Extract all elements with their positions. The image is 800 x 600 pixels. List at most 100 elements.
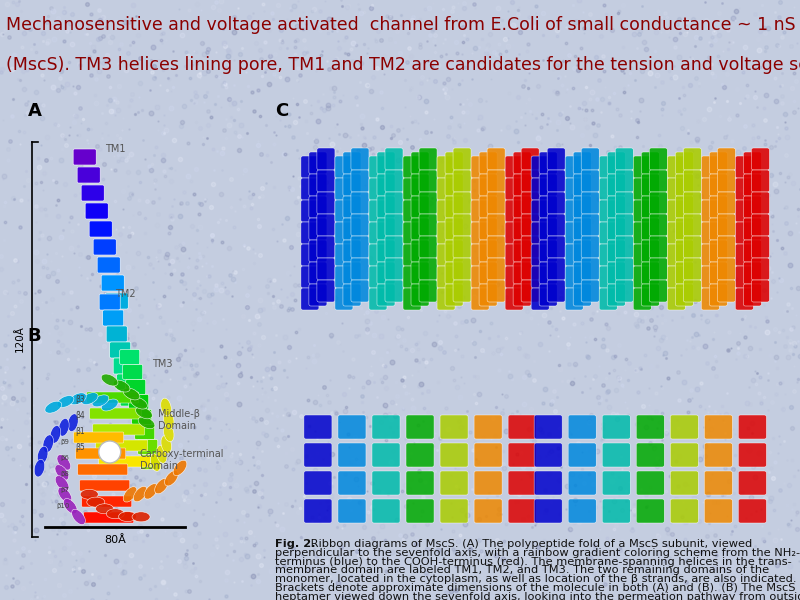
FancyBboxPatch shape <box>599 288 618 310</box>
Ellipse shape <box>55 465 69 480</box>
FancyBboxPatch shape <box>534 471 562 495</box>
FancyBboxPatch shape <box>309 262 327 284</box>
Text: Carboxy-terminal
Domain: Carboxy-terminal Domain <box>140 449 224 470</box>
FancyBboxPatch shape <box>335 222 353 244</box>
FancyBboxPatch shape <box>667 288 686 310</box>
FancyBboxPatch shape <box>445 152 463 174</box>
FancyBboxPatch shape <box>607 152 626 174</box>
FancyBboxPatch shape <box>650 148 667 170</box>
FancyBboxPatch shape <box>615 148 634 170</box>
FancyBboxPatch shape <box>636 471 664 495</box>
FancyBboxPatch shape <box>453 258 471 280</box>
FancyBboxPatch shape <box>738 415 766 439</box>
FancyBboxPatch shape <box>479 284 497 306</box>
FancyBboxPatch shape <box>568 443 596 467</box>
FancyBboxPatch shape <box>599 156 618 178</box>
Text: β5: β5 <box>75 443 85 451</box>
FancyBboxPatch shape <box>317 280 335 302</box>
FancyBboxPatch shape <box>338 415 366 439</box>
FancyBboxPatch shape <box>377 196 395 218</box>
FancyBboxPatch shape <box>301 156 319 178</box>
FancyBboxPatch shape <box>437 178 455 200</box>
FancyBboxPatch shape <box>704 443 732 467</box>
Text: Brackets denote approximate dimensions of the molecule in both (A) and (B). (B) : Brackets denote approximate dimensions o… <box>275 583 795 593</box>
FancyBboxPatch shape <box>304 443 332 467</box>
FancyBboxPatch shape <box>642 174 659 196</box>
FancyBboxPatch shape <box>615 236 634 258</box>
Ellipse shape <box>173 460 187 476</box>
FancyBboxPatch shape <box>650 192 667 214</box>
FancyBboxPatch shape <box>343 240 361 262</box>
FancyBboxPatch shape <box>309 152 327 174</box>
Ellipse shape <box>157 446 167 463</box>
FancyBboxPatch shape <box>437 266 455 288</box>
FancyBboxPatch shape <box>650 258 667 280</box>
FancyBboxPatch shape <box>565 200 583 222</box>
FancyBboxPatch shape <box>437 156 455 178</box>
FancyBboxPatch shape <box>702 288 719 310</box>
FancyBboxPatch shape <box>106 326 127 342</box>
FancyBboxPatch shape <box>81 185 104 201</box>
Text: Ribbon diagrams of MscS. (A) The polypeptide fold of a MscS subunit, viewed: Ribbon diagrams of MscS. (A) The polypep… <box>307 539 752 549</box>
Text: β8: β8 <box>61 471 70 477</box>
FancyBboxPatch shape <box>667 200 686 222</box>
FancyBboxPatch shape <box>581 148 599 170</box>
FancyBboxPatch shape <box>335 178 353 200</box>
FancyBboxPatch shape <box>710 218 727 240</box>
FancyBboxPatch shape <box>301 288 319 310</box>
FancyBboxPatch shape <box>568 499 596 523</box>
FancyBboxPatch shape <box>735 178 754 200</box>
FancyBboxPatch shape <box>531 288 549 310</box>
FancyBboxPatch shape <box>615 258 634 280</box>
FancyBboxPatch shape <box>369 244 387 266</box>
FancyBboxPatch shape <box>479 240 497 262</box>
FancyBboxPatch shape <box>650 170 667 192</box>
FancyBboxPatch shape <box>710 284 727 306</box>
FancyBboxPatch shape <box>602 415 630 439</box>
FancyBboxPatch shape <box>301 244 319 266</box>
FancyBboxPatch shape <box>568 415 596 439</box>
FancyBboxPatch shape <box>634 222 651 244</box>
FancyBboxPatch shape <box>634 200 651 222</box>
FancyBboxPatch shape <box>134 425 154 439</box>
FancyBboxPatch shape <box>437 288 455 310</box>
FancyBboxPatch shape <box>547 192 565 214</box>
FancyBboxPatch shape <box>539 152 557 174</box>
FancyBboxPatch shape <box>565 156 583 178</box>
FancyBboxPatch shape <box>650 236 667 258</box>
FancyBboxPatch shape <box>634 244 651 266</box>
FancyBboxPatch shape <box>335 200 353 222</box>
FancyBboxPatch shape <box>581 192 599 214</box>
Ellipse shape <box>82 392 98 404</box>
FancyBboxPatch shape <box>581 280 599 302</box>
FancyBboxPatch shape <box>534 499 562 523</box>
Ellipse shape <box>98 441 121 463</box>
FancyBboxPatch shape <box>710 240 727 262</box>
FancyBboxPatch shape <box>670 443 698 467</box>
FancyBboxPatch shape <box>120 390 142 406</box>
FancyBboxPatch shape <box>547 170 565 192</box>
FancyBboxPatch shape <box>508 415 536 439</box>
Text: β10: β10 <box>56 503 70 509</box>
FancyBboxPatch shape <box>735 288 754 310</box>
FancyBboxPatch shape <box>675 152 694 174</box>
FancyBboxPatch shape <box>607 262 626 284</box>
FancyBboxPatch shape <box>403 156 421 178</box>
FancyBboxPatch shape <box>110 342 130 358</box>
Text: B: B <box>28 327 42 345</box>
FancyBboxPatch shape <box>615 170 634 192</box>
Ellipse shape <box>63 499 77 514</box>
FancyBboxPatch shape <box>642 196 659 218</box>
FancyBboxPatch shape <box>411 218 429 240</box>
Ellipse shape <box>134 487 147 502</box>
FancyBboxPatch shape <box>607 218 626 240</box>
FancyBboxPatch shape <box>636 499 664 523</box>
FancyBboxPatch shape <box>132 409 152 425</box>
Ellipse shape <box>58 418 69 436</box>
Ellipse shape <box>80 490 98 499</box>
FancyBboxPatch shape <box>565 222 583 244</box>
Text: TM2: TM2 <box>114 289 135 299</box>
FancyBboxPatch shape <box>73 149 96 165</box>
FancyBboxPatch shape <box>710 196 727 218</box>
FancyBboxPatch shape <box>301 222 319 244</box>
